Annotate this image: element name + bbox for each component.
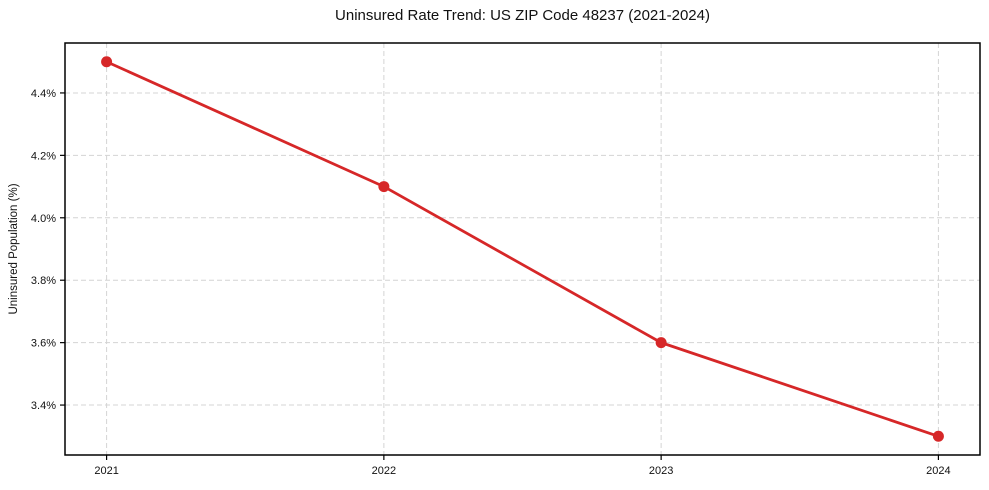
trend-line: [105, 60, 940, 438]
y-tick-label: 3.8%: [31, 275, 56, 287]
x-tick-label: 2024: [926, 465, 950, 477]
y-tick-label: 4.2%: [31, 150, 56, 162]
data-point-marker: [932, 430, 944, 442]
data-point-marker: [378, 181, 390, 193]
y-tick-label: 3.6%: [31, 338, 56, 350]
y-tick-label: 4.0%: [31, 213, 56, 225]
y-tick-label: 3.4%: [31, 400, 56, 412]
data-point-marker: [655, 337, 667, 349]
data-point-marker: [101, 56, 113, 68]
x-tick-label: 2022: [372, 465, 396, 477]
y-tick-label: 4.4%: [31, 88, 56, 100]
chart-title: Uninsured Rate Trend: US ZIP Code 48237 …: [335, 7, 710, 24]
x-tick-label: 2021: [94, 465, 118, 477]
x-tick-label: 2023: [649, 465, 673, 477]
plot-border: [64, 42, 981, 456]
